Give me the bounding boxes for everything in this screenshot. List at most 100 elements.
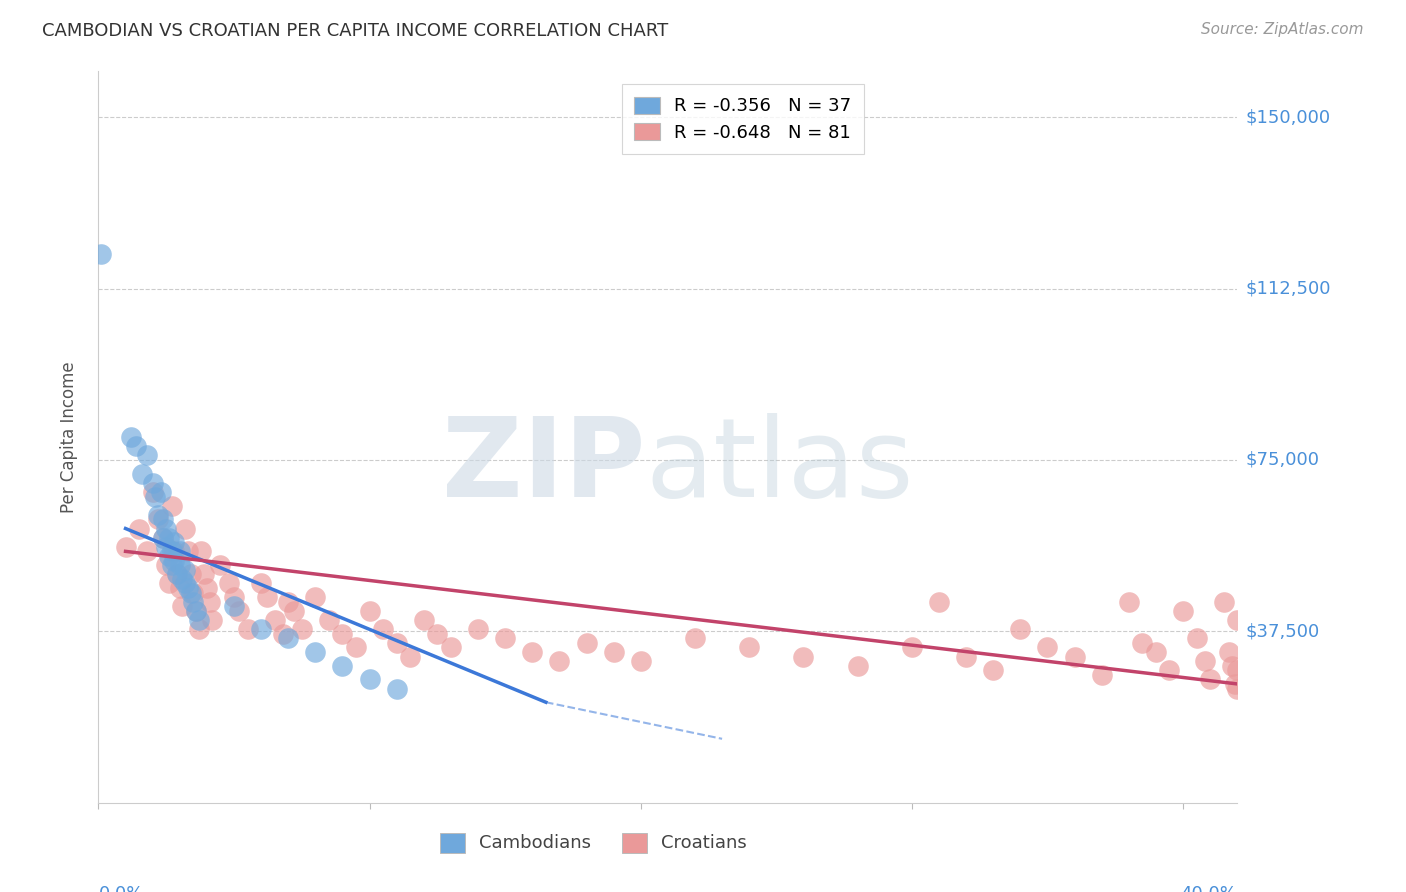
Point [228,604,250,618]
Point [602,645,624,659]
Text: $75,000: $75,000 [1246,451,1320,469]
Point [1010,622,1032,636]
Point [412,613,434,627]
Point [318,613,340,627]
Point [385,636,408,650]
Text: $37,500: $37,500 [1246,623,1320,640]
Point [548,654,571,668]
Point [201,613,224,627]
Point [1063,649,1085,664]
Point [172,572,194,586]
Point [575,636,598,650]
Point [630,654,652,668]
Point [169,581,191,595]
Point [183,585,205,599]
Point [277,632,299,646]
Point [846,658,869,673]
Point [146,512,169,526]
Point [399,649,422,664]
Point [738,640,761,655]
Point [163,544,186,558]
Point [371,622,394,636]
Point [183,594,205,608]
Point [152,531,174,545]
Point [184,604,207,618]
Point [90,247,112,261]
Point [125,439,148,453]
Point [157,576,180,591]
Point [222,599,245,614]
Point [155,540,177,554]
Point [1132,636,1154,650]
Point [152,531,174,545]
Point [157,531,180,545]
Point [195,581,218,595]
Point [222,590,245,604]
Point [1159,663,1181,677]
Text: Cambodians: Cambodians [479,834,591,852]
Text: Croatians: Croatians [661,834,747,852]
Point [209,558,232,573]
Point [332,626,354,640]
Point [291,622,314,636]
Point [1185,632,1208,646]
Point [1220,658,1243,673]
Point [131,467,153,481]
Legend: R = -0.356   N = 37, R = -0.648   N = 81: R = -0.356 N = 37, R = -0.648 N = 81 [621,84,863,154]
Point [792,649,814,664]
Point [1212,594,1234,608]
Point [1091,667,1114,681]
Point [440,640,463,655]
Point [1118,594,1140,608]
Text: ZIP: ZIP [441,413,645,520]
Text: 40.0%: 40.0% [1181,885,1237,892]
Point [955,649,977,664]
Point [283,604,305,618]
Text: 0.0%: 0.0% [98,885,143,892]
Point [236,622,259,636]
Point [160,544,183,558]
Point [304,645,326,659]
Point [1171,604,1194,618]
Point [901,640,924,655]
Point [1199,673,1222,687]
Point [114,540,136,554]
Point [163,535,186,549]
Text: Source: ZipAtlas.com: Source: ZipAtlas.com [1201,22,1364,37]
Point [263,613,285,627]
Point [174,521,197,535]
Point [683,632,706,646]
Point [160,499,183,513]
Point [359,604,381,618]
Point [250,576,273,591]
Point [172,599,194,614]
Point [1226,663,1249,677]
Text: CAMBODIAN VS CROATIAN PER CAPITA INCOME CORRELATION CHART: CAMBODIAN VS CROATIAN PER CAPITA INCOME … [42,22,668,40]
Point [198,594,221,608]
Point [359,673,381,687]
Point [152,512,174,526]
Point [256,590,278,604]
Point [1226,613,1249,627]
Point [180,567,202,582]
Point [128,521,150,535]
Point [193,567,215,582]
Point [332,658,354,673]
Point [142,484,165,499]
Point [187,613,209,627]
Point [467,622,489,636]
Point [928,594,950,608]
Point [1218,645,1240,659]
Point [271,626,294,640]
Point [1223,677,1246,691]
Point [136,448,159,462]
Text: atlas: atlas [645,413,914,520]
Point [494,632,516,646]
Point [1036,640,1059,655]
Point [155,521,177,535]
Point [187,622,209,636]
Point [136,544,159,558]
Point [250,622,273,636]
Point [1194,654,1216,668]
FancyBboxPatch shape [440,833,465,854]
